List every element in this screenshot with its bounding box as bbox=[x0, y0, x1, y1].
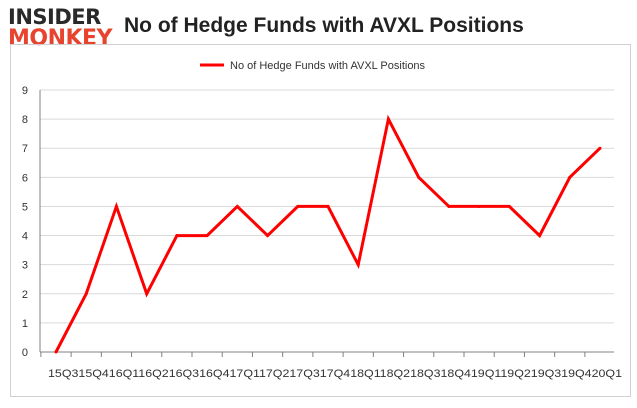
data-point-15Q3 bbox=[54, 350, 58, 354]
data-point-15Q4 bbox=[84, 292, 88, 296]
y-tick-label-3: 3 bbox=[22, 260, 28, 272]
data-point-19Q1 bbox=[477, 204, 481, 208]
y-tick-label-6: 6 bbox=[22, 172, 28, 184]
data-point-18Q1 bbox=[356, 263, 360, 267]
y-tick-label-2: 2 bbox=[22, 289, 28, 301]
y-tick-label-8: 8 bbox=[22, 114, 28, 126]
legend-label: No of Hedge Funds with AVXL Positions bbox=[230, 60, 426, 72]
data-point-17Q1 bbox=[235, 204, 239, 208]
y-tick-label-4: 4 bbox=[22, 231, 28, 243]
y-tick-label-5: 5 bbox=[22, 201, 28, 213]
y-tick-label-9: 9 bbox=[22, 85, 28, 97]
data-point-18Q3 bbox=[417, 175, 421, 179]
data-point-19Q2 bbox=[507, 204, 511, 208]
chart-title: No of Hedge Funds with AVXL Positions bbox=[124, 14, 524, 37]
data-point-18Q2 bbox=[386, 117, 390, 121]
data-point-20Q1 bbox=[598, 146, 602, 150]
data-point-17Q2 bbox=[266, 234, 270, 238]
data-point-16Q1 bbox=[114, 204, 118, 208]
data-point-16Q3 bbox=[175, 234, 179, 238]
data-point-17Q4 bbox=[326, 204, 330, 208]
data-point-19Q4 bbox=[568, 175, 572, 179]
data-point-18Q4 bbox=[447, 204, 451, 208]
chart-border bbox=[10, 44, 631, 397]
logo-line-1: INSIDER bbox=[8, 5, 101, 29]
x-tick-labels: 15Q315Q416Q116Q216Q316Q417Q117Q217Q317Q4… bbox=[48, 368, 622, 380]
data-point-19Q3 bbox=[538, 234, 542, 238]
y-tick-label-7: 7 bbox=[22, 143, 28, 155]
y-tick-label-0: 0 bbox=[22, 347, 28, 359]
data-point-17Q3 bbox=[296, 204, 300, 208]
data-point-16Q2 bbox=[145, 292, 149, 296]
data-point-16Q4 bbox=[205, 234, 209, 238]
y-tick-label-1: 1 bbox=[22, 318, 28, 330]
